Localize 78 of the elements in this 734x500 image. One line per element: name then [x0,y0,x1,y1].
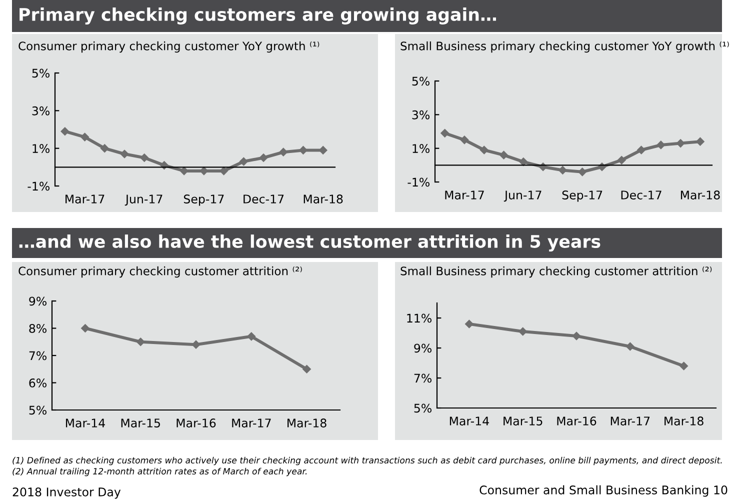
text: (1) Defined as checking customers who actively use their checking account with transactions such as debit card purchases, online bill payments, and direct deposit. [12,456,722,466]
y-tick-label: 5% [412,76,430,86]
y-tick-label: 7% [414,374,432,383]
y-tick-label: 3% [32,106,50,116]
y-tick-label: 5% [414,404,432,413]
text: 2018 Investor Day [12,487,121,499]
point [120,150,129,158]
point [302,364,311,374]
x-tick-label: Mar-17 [66,194,104,204]
point [519,158,528,166]
point [100,144,109,152]
point [680,362,688,370]
x-tick-label: Sep-17 [562,190,602,202]
point [440,129,449,138]
point [558,166,567,174]
point [572,332,581,340]
point [279,148,288,156]
y-tick-label: 1% [412,144,430,153]
point [598,162,606,171]
x-tick-label: Sep-17 [184,194,224,206]
point [220,166,228,176]
point [578,168,586,176]
point [480,146,488,154]
point [618,156,626,164]
x-tick-label: Jun-17 [124,194,162,206]
x-tick-label: Jun-17 [504,190,542,202]
chart-title: Small Business primary checking customer attrition ⁽²⁾ [400,266,712,278]
point [538,162,548,171]
text: Primary checking customers are growing again… [20,8,496,24]
x-tick-label: Mar-18 [680,190,720,200]
point [299,146,308,154]
point [140,154,148,162]
x-tick-label: Mar-16 [176,418,216,428]
text: …and we also have the lowest customer attrition in 5 years [19,234,600,252]
point [81,324,90,332]
y-tick-label: 3% [412,110,430,120]
x-tick-label: Mar-18 [304,194,343,204]
y-tick-label: 9% [414,344,432,353]
y-tick-label: 5% [29,406,46,415]
point [80,132,89,142]
y-tick-label: 6% [29,378,46,388]
x-tick-label: Mar-17 [232,418,271,428]
chart-title: Consumer primary checking customer attrition ⁽²⁾ [18,266,302,278]
point [637,146,646,154]
point [259,154,268,162]
point [518,327,527,336]
text: (2) Annual trailing 12-month attrition rates as of March of each year. [12,468,307,476]
x-tick-label: Mar-18 [288,418,326,428]
text: Consumer and Small Business Banking 10 [480,485,728,497]
chart-title: Small Business primary checking customer YoY growth ⁽¹⁾ [400,41,729,53]
y-tick-label: 1% [32,144,50,153]
x-tick-label: Mar-17 [445,190,484,200]
x-tick-label: Mar-18 [664,416,704,426]
x-tick-label: Mar-17 [610,416,650,426]
point [465,320,474,328]
point [500,150,508,160]
x-tick-label: Mar-14 [66,418,105,428]
x-tick-label: Mar-15 [504,416,542,426]
point [626,342,634,351]
y-tick-label: -1% [408,178,430,187]
point [240,157,248,166]
y-tick-label: 5% [32,68,50,78]
x-tick-label: Mar-16 [557,416,596,426]
point [247,332,256,341]
point [60,127,70,136]
x-tick-label: Dec-17 [244,194,284,204]
y-tick-label: 7% [29,351,46,360]
y-tick-label: 9% [29,296,46,306]
x-tick-label: Dec-17 [621,190,662,200]
chart-title: Consumer primary checking customer YoY growth ⁽¹⁾ [18,41,320,53]
point [460,136,469,144]
point [696,137,704,146]
y-tick-label: 8% [29,324,46,333]
point [656,140,666,150]
x-tick-label: Mar-14 [450,416,489,426]
y-tick-label: 11% [407,314,432,323]
x-tick-label: Mar-15 [121,418,160,428]
y-tick-label: -1% [28,182,50,191]
